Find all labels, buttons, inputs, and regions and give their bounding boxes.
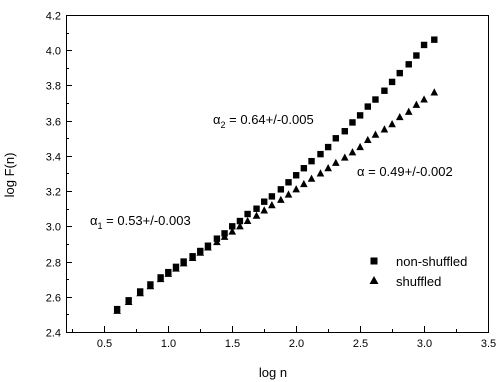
data-point-shuffled <box>340 153 349 161</box>
annotation-alpha1: α1 = 0.53+/-0.003 <box>90 213 191 231</box>
data-point-shuffled <box>412 100 421 108</box>
data-point-shuffled <box>164 269 173 277</box>
y-axis-label: log F(n) <box>2 153 17 198</box>
data-point-shuffled <box>316 169 325 177</box>
x-tick-label: 3.5 <box>481 338 496 350</box>
data-point-shuffled <box>395 112 404 121</box>
data-point-shuffled <box>268 201 276 209</box>
data-point-non-shuffled <box>268 193 276 200</box>
data-point-non-shuffled <box>431 36 438 43</box>
y-tick-label: 2.8 <box>46 258 61 270</box>
data-point-non-shuffled <box>236 217 244 225</box>
data-point-shuffled <box>213 237 221 246</box>
data-point-non-shuffled <box>364 103 371 110</box>
data-point-shuffled <box>371 130 380 138</box>
data-point-non-shuffled <box>413 52 420 59</box>
legend-label-shuffled: shuffled <box>396 274 441 289</box>
data-point-non-shuffled <box>285 179 292 186</box>
legend: non-shuffled shuffled <box>369 254 467 289</box>
data-point-shuffled <box>332 158 340 166</box>
data-point-shuffled <box>236 222 244 230</box>
data-point-shuffled <box>388 119 396 128</box>
x-axis-label: log n <box>259 365 287 380</box>
data-point-non-shuffled <box>388 78 396 86</box>
x-tick-label: 1.0 <box>161 338 176 350</box>
y-tick-label: 3.0 <box>46 222 61 234</box>
data-point-shuffled <box>430 88 439 96</box>
data-point-shuffled <box>136 289 144 297</box>
data-point-shuffled <box>156 274 165 283</box>
data-point-non-shuffled <box>261 198 268 205</box>
y-tick-label: 3.2 <box>46 187 61 199</box>
data-point-non-shuffled <box>381 87 388 94</box>
data-point-shuffled <box>260 206 269 214</box>
data-point-shuffled <box>284 190 293 198</box>
annotation-alpha: α = 0.49+/-0.002 <box>357 164 453 179</box>
data-point-non-shuffled <box>341 128 348 135</box>
data-point-non-shuffled <box>324 143 332 151</box>
data-point-non-shuffled <box>253 205 260 212</box>
y-tick-label: 4.2 <box>46 11 61 23</box>
data-point-shuffled <box>220 232 229 240</box>
data-point-shuffled <box>300 179 308 188</box>
x-tick-label: 3.0 <box>417 338 432 350</box>
y-tick-label: 3.6 <box>46 117 61 129</box>
annotation-alpha2: α2 = 0.64+/-0.005 <box>213 112 314 130</box>
x-tick-label: 2.0 <box>289 338 304 350</box>
data-point-non-shuffled <box>396 69 403 77</box>
y-tick-label: 2.4 <box>46 328 61 340</box>
data-point-non-shuffled <box>405 61 412 68</box>
x-tick-label: 1.5 <box>225 338 240 350</box>
legend-marker-non-shuffled <box>370 257 378 265</box>
data-point-shuffled <box>307 174 316 182</box>
data-point-non-shuffled <box>308 157 315 165</box>
data-point-shuffled <box>277 195 285 203</box>
data-point-shuffled <box>380 125 389 133</box>
data-point-shuffled <box>420 95 428 103</box>
data-point-non-shuffled <box>277 186 285 193</box>
y-tick-label: 4.0 <box>46 46 61 58</box>
y-tick-label: 2.6 <box>46 293 61 305</box>
data-point-shuffled <box>356 142 364 151</box>
x-tick-label: 2.5 <box>353 338 368 350</box>
legend-marker-shuffled <box>369 276 379 284</box>
x-tick-label: 0.5 <box>97 338 112 350</box>
data-point-non-shuffled <box>292 172 300 179</box>
data-point-shuffled <box>228 227 237 235</box>
data-point-shuffled <box>172 264 180 272</box>
data-point-shuffled <box>204 243 212 251</box>
data-point-shuffled <box>243 216 252 225</box>
data-point-non-shuffled <box>372 96 379 103</box>
data-point-shuffled <box>324 164 332 172</box>
data-point-non-shuffled <box>300 165 308 172</box>
data-point-shuffled <box>363 135 372 144</box>
data-point-shuffled <box>196 248 205 256</box>
data-point-shuffled <box>124 297 133 306</box>
data-point-non-shuffled <box>332 135 340 142</box>
y-tick-label: 3.4 <box>46 152 61 164</box>
legend-label-non-shuffled: non-shuffled <box>396 254 467 269</box>
data-point-non-shuffled <box>356 112 364 119</box>
data-point-non-shuffled <box>349 119 356 126</box>
data-point-shuffled <box>188 253 197 262</box>
data-point-shuffled <box>146 282 155 290</box>
data-point-non-shuffled <box>420 41 428 49</box>
data-point-shuffled <box>292 185 300 193</box>
x-axis: 0.5 1.0 1.5 2.0 2.5 3.0 3.5 <box>72 326 496 350</box>
data-point-shuffled <box>179 259 188 267</box>
data-series <box>113 36 439 314</box>
data-point-shuffled <box>113 306 121 314</box>
data-point-shuffled <box>252 211 261 219</box>
data-point-non-shuffled <box>244 210 251 218</box>
data-point-shuffled <box>404 107 413 115</box>
y-axis: 2.4 2.6 2.8 3.0 3.2 3.4 3.6 3.8 4.0 4.2 <box>46 11 72 340</box>
data-point-non-shuffled <box>317 150 324 158</box>
y-tick-label: 3.8 <box>46 81 61 93</box>
data-point-shuffled <box>348 148 357 156</box>
data-point-non-shuffled <box>229 223 236 230</box>
series-shuffled <box>113 88 439 314</box>
